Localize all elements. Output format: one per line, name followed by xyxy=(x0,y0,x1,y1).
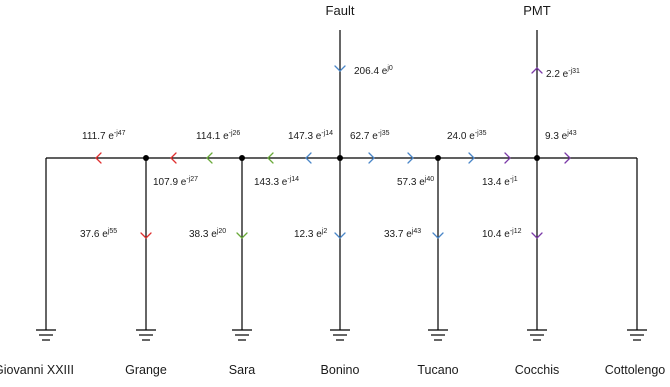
arrow-right-icon xyxy=(504,152,511,164)
ground-giovanni-icon xyxy=(36,329,56,341)
arrow-down-icon xyxy=(236,232,248,239)
arrow-left-icon xyxy=(95,152,102,164)
ground-cottolengo-icon xyxy=(627,329,647,341)
arrow-down-icon xyxy=(334,65,346,72)
current-sa-lower: 143.3 e-j14 xyxy=(254,176,299,188)
current-tu-lower: 13.4 e-j1 xyxy=(482,176,518,188)
junction-cocchis xyxy=(534,155,540,161)
arrow-down-icon xyxy=(140,232,152,239)
current-bo-down: 12.3 ej2 xyxy=(294,228,327,240)
pmt-label: PMT xyxy=(523,3,551,18)
node-label-grange: Grange xyxy=(125,363,167,377)
ground-sara-icon xyxy=(232,329,252,341)
current-tu-down: 33.7 ej43 xyxy=(384,228,421,240)
arrow-up-icon xyxy=(531,67,543,74)
ground-cocchis-icon xyxy=(527,329,547,341)
current-pmt-out: 2.2 e-j31 xyxy=(546,68,580,80)
node-label-giovanni: Giovanni XXIII xyxy=(0,363,74,377)
arrow-right-icon xyxy=(564,152,571,164)
arrow-right-icon xyxy=(468,152,475,164)
node-label-sara: Sara xyxy=(229,363,255,377)
current-co-right: 9.3 ej43 xyxy=(545,130,577,142)
arrow-down-icon xyxy=(531,232,543,239)
arrow-right-icon xyxy=(407,152,414,164)
node-label-cocchis: Cocchis xyxy=(515,363,559,377)
ground-grange-icon xyxy=(136,329,156,341)
current-fault-in: 206.4 ej0 xyxy=(354,65,393,77)
arrow-right-icon xyxy=(368,152,375,164)
current-sa-down: 38.3 ej20 xyxy=(189,228,226,240)
arrow-left-icon xyxy=(305,152,312,164)
current-bo-lower: 57.3 ej40 xyxy=(397,176,434,188)
node-label-tucano: Tucano xyxy=(417,363,458,377)
ground-tucano-icon xyxy=(428,329,448,341)
node-label-bonino: Bonino xyxy=(321,363,360,377)
current-gr-lower: 107.9 e-j27 xyxy=(153,176,198,188)
arrow-down-icon xyxy=(432,232,444,239)
arrow-down-icon xyxy=(334,232,346,239)
current-gr-upper: 114.1 e-j26 xyxy=(196,130,240,142)
current-gx-upper: 111.7 e-j47 xyxy=(82,130,126,142)
current-sa-upper: 147.3 e-j14 xyxy=(288,130,333,142)
junction-sara xyxy=(239,155,245,161)
junction-grange xyxy=(143,155,149,161)
ground-bonino-icon xyxy=(330,329,350,341)
arrow-left-icon xyxy=(267,152,274,164)
current-co-down: 10.4 e-j12 xyxy=(482,228,522,240)
arrow-left-icon xyxy=(206,152,213,164)
junction-tucano xyxy=(435,155,441,161)
fault-label: Fault xyxy=(326,3,355,18)
node-label-cottolengo: Cottolengo xyxy=(605,363,666,377)
arrow-left-icon xyxy=(170,152,177,164)
current-tu-right: 24.0 e-j35 xyxy=(447,130,487,142)
current-gr-down: 37.6 ej55 xyxy=(80,228,117,240)
current-bo-right-a: 62.7 e-j35 xyxy=(350,130,390,142)
junction-bonino xyxy=(337,155,343,161)
